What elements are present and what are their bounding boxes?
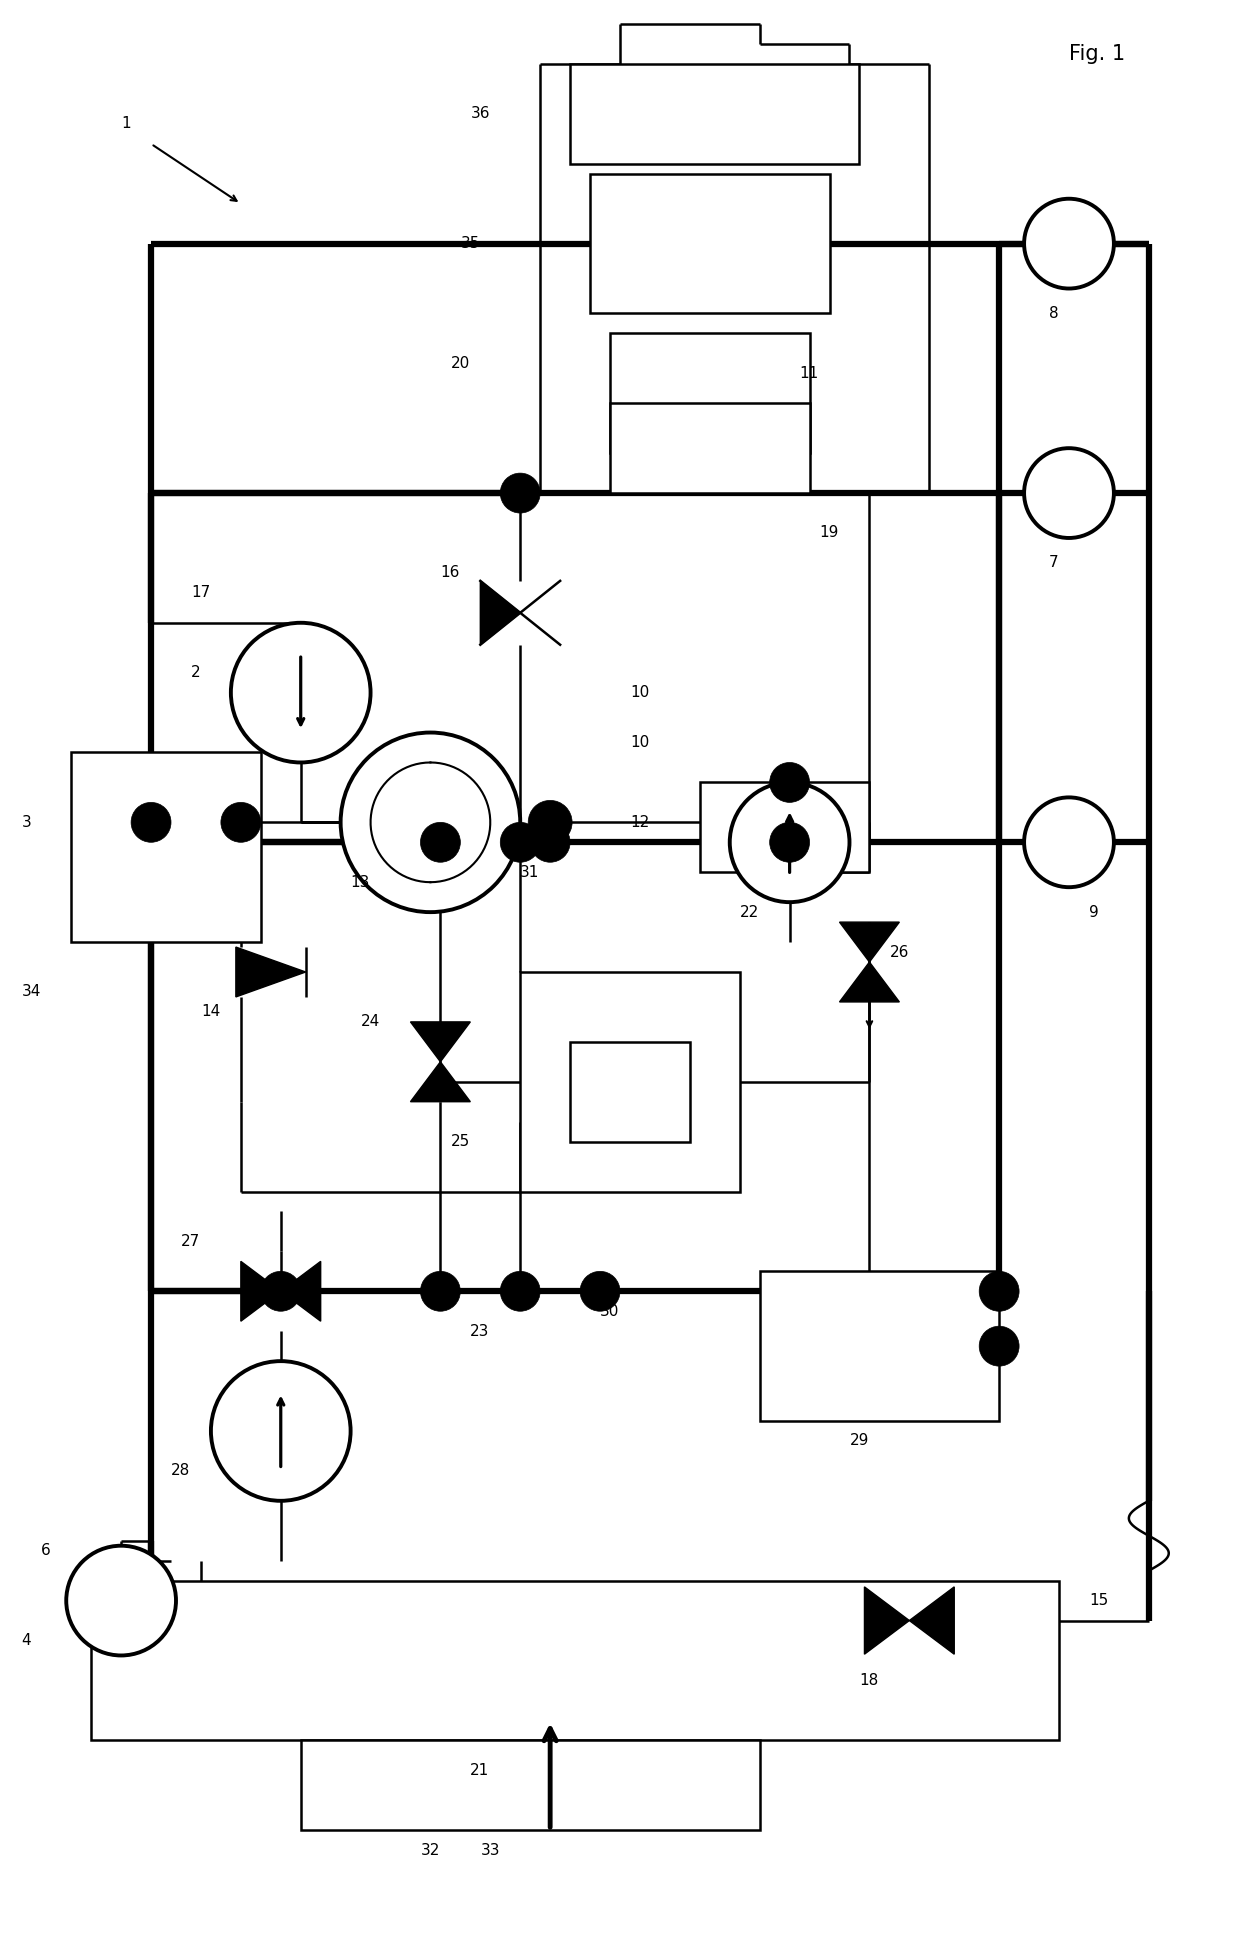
Circle shape <box>66 1546 176 1655</box>
Bar <box>699 783 869 872</box>
Text: 15: 15 <box>1089 1592 1109 1608</box>
Bar <box>301 1740 760 1829</box>
Text: 25: 25 <box>450 1134 470 1150</box>
Bar <box>610 404 810 493</box>
Circle shape <box>131 802 171 843</box>
Polygon shape <box>236 948 306 996</box>
Text: 34: 34 <box>21 985 41 1000</box>
Circle shape <box>528 800 572 845</box>
Bar <box>570 64 859 163</box>
Circle shape <box>730 783 849 903</box>
Text: 29: 29 <box>849 1433 869 1449</box>
Circle shape <box>849 1272 889 1311</box>
Circle shape <box>341 732 521 913</box>
Text: 24: 24 <box>361 1014 379 1029</box>
Polygon shape <box>839 961 899 1002</box>
Circle shape <box>980 1272 1019 1311</box>
Circle shape <box>531 821 570 862</box>
Text: 36: 36 <box>470 107 490 122</box>
Text: 4: 4 <box>21 1633 31 1649</box>
Circle shape <box>500 821 541 862</box>
Text: 19: 19 <box>820 526 839 540</box>
Text: 20: 20 <box>450 355 470 371</box>
Circle shape <box>500 474 541 513</box>
Text: 8: 8 <box>1049 307 1059 320</box>
Text: 9: 9 <box>1089 905 1099 921</box>
Text: 32: 32 <box>420 1843 440 1858</box>
Polygon shape <box>410 1021 470 1062</box>
Circle shape <box>420 1272 460 1311</box>
Polygon shape <box>280 1262 321 1321</box>
Circle shape <box>580 1272 620 1311</box>
Bar <box>92 1581 1059 1740</box>
Circle shape <box>980 1326 1019 1365</box>
Polygon shape <box>241 1262 280 1321</box>
Circle shape <box>1024 798 1114 887</box>
Circle shape <box>531 802 570 843</box>
Text: 11: 11 <box>800 365 818 381</box>
Text: 12: 12 <box>630 816 650 829</box>
Circle shape <box>221 802 260 843</box>
Circle shape <box>420 821 460 862</box>
Text: 3: 3 <box>21 816 31 829</box>
Text: 18: 18 <box>859 1672 879 1688</box>
Text: 23: 23 <box>470 1324 490 1338</box>
Circle shape <box>211 1361 351 1501</box>
Text: 33: 33 <box>480 1843 500 1858</box>
Polygon shape <box>521 581 560 645</box>
Polygon shape <box>909 1587 955 1655</box>
Bar <box>570 1041 689 1142</box>
Polygon shape <box>839 922 899 961</box>
Text: Fig. 1: Fig. 1 <box>1069 45 1125 64</box>
Text: 35: 35 <box>460 237 480 251</box>
Circle shape <box>1024 449 1114 538</box>
Text: 16: 16 <box>440 565 460 581</box>
Circle shape <box>1024 198 1114 289</box>
Text: 30: 30 <box>600 1303 620 1319</box>
Polygon shape <box>480 581 521 645</box>
Bar <box>71 752 260 942</box>
Circle shape <box>770 763 810 802</box>
Text: 7: 7 <box>1049 555 1059 571</box>
Circle shape <box>260 1272 301 1311</box>
Text: 10: 10 <box>630 734 650 750</box>
Bar <box>590 173 830 313</box>
Polygon shape <box>864 1587 909 1655</box>
Bar <box>610 334 810 452</box>
Text: 6: 6 <box>41 1544 51 1557</box>
Text: 2: 2 <box>191 666 201 680</box>
Text: 17: 17 <box>191 585 211 600</box>
Text: 13: 13 <box>351 874 370 889</box>
Circle shape <box>500 1272 541 1311</box>
Bar <box>521 973 740 1192</box>
Bar <box>760 1272 999 1422</box>
Circle shape <box>770 821 810 862</box>
Text: 26: 26 <box>889 944 909 959</box>
Text: 22: 22 <box>740 905 759 921</box>
Polygon shape <box>410 1062 470 1101</box>
Text: 28: 28 <box>171 1464 190 1478</box>
Text: 27: 27 <box>181 1233 200 1249</box>
Text: 14: 14 <box>201 1004 221 1020</box>
Text: 31: 31 <box>521 864 539 880</box>
Text: 21: 21 <box>470 1763 490 1777</box>
Text: 1: 1 <box>122 117 130 132</box>
Text: 10: 10 <box>630 686 650 701</box>
Circle shape <box>231 623 371 763</box>
